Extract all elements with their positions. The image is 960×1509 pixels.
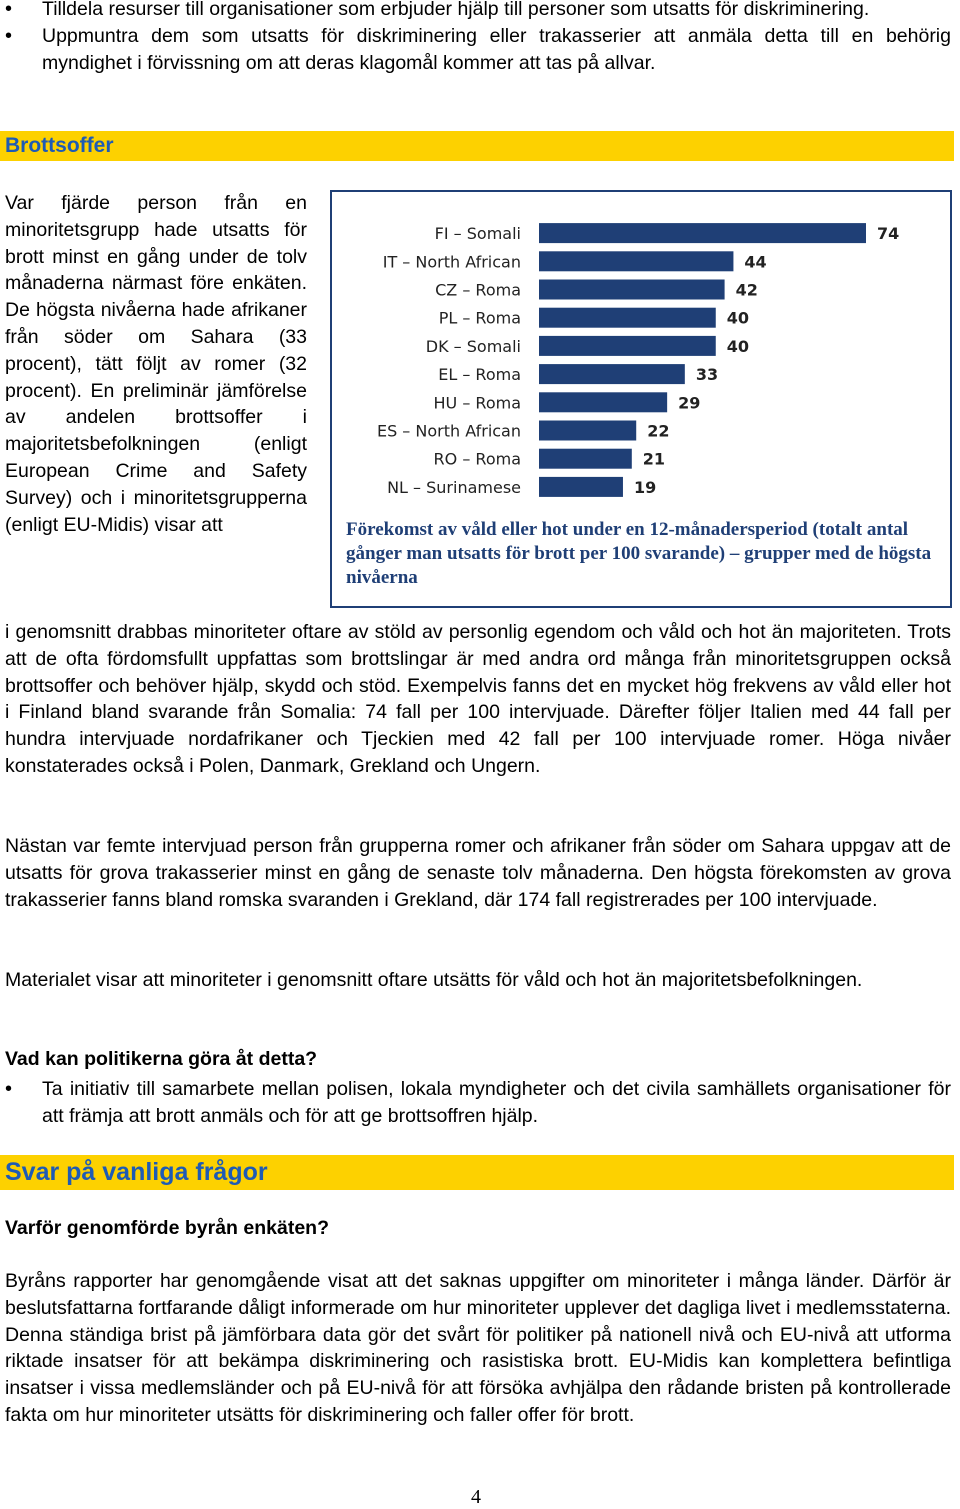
list-item: Uppmuntra dem som utsatts för diskrimine… — [5, 23, 951, 77]
section-title: Brottsoffer — [5, 134, 114, 157]
section-title: Svar på vanliga frågor — [5, 1158, 268, 1186]
bar — [539, 420, 637, 441]
category-label: EL – Roma — [438, 365, 521, 384]
value-label: 22 — [647, 422, 669, 441]
chart-box: FI – Somali 74 IT – North African 44 CZ – Ro… — [330, 190, 952, 608]
top-bullet-list: Tilldela resurser till organisationer so… — [5, 0, 951, 76]
page-number: 4 — [471, 1486, 481, 1508]
category-label: PL – Roma — [439, 309, 521, 328]
value-label: 33 — [696, 365, 718, 384]
chart-caption: Förekomst av våld eller hot under en 12-… — [346, 519, 932, 588]
bar — [539, 279, 725, 300]
faq-text: Byråns rapporter har genomgående visat a… — [5, 1270, 951, 1426]
section-banner-faq: Svar på vanliga frågor — [0, 1155, 954, 1190]
category-label: RO – Roma — [434, 450, 521, 469]
bar — [539, 251, 734, 272]
bar — [539, 364, 685, 385]
bar-chart: FI – Somali 74 IT – North African 44 CZ – Ro… — [377, 223, 899, 497]
value-label: 44 — [744, 252, 766, 271]
paragraph: Nästan var femte intervjuad person från … — [5, 835, 951, 911]
bar — [539, 307, 716, 328]
category-label: HU – Roma — [434, 393, 522, 412]
value-label: 40 — [727, 309, 749, 328]
bar — [539, 448, 632, 469]
faq-heading: Varför genomförde byrån enkäten? — [5, 1217, 329, 1239]
category-label: NL – Surinamese — [387, 478, 521, 497]
value-label: 74 — [877, 224, 899, 243]
value-label: 40 — [727, 337, 749, 356]
category-label: CZ – Roma — [435, 281, 521, 300]
paragraph: Materialet visar att minoriteter i genom… — [5, 969, 863, 991]
value-label: 42 — [736, 281, 758, 300]
category-label: FI – Somali — [435, 224, 521, 243]
category-label: IT – North African — [383, 252, 521, 271]
bar — [539, 335, 716, 356]
paragraph-continued: i genomsnitt drabbas minoriteter oftare … — [5, 621, 951, 777]
value-label: 21 — [643, 450, 665, 469]
category-label: ES – North African — [377, 422, 521, 441]
list-item: Tilldela resurser till organisationer so… — [5, 0, 951, 23]
policy-bullet-list: Ta initiativ till samarbete mellan polis… — [5, 1076, 951, 1130]
bar — [539, 392, 668, 413]
bar — [539, 476, 623, 497]
left-column-text: Var fjärde person från en minoritetsgrup… — [5, 192, 307, 536]
value-label: 29 — [678, 393, 700, 412]
bar — [539, 223, 866, 244]
policy-heading: Vad kan politikerna göra åt detta? — [5, 1048, 318, 1070]
value-label: 19 — [634, 478, 656, 497]
list-item: Ta initiativ till samarbete mellan polis… — [5, 1076, 951, 1130]
section-banner-brottsoffer: Brottsoffer — [0, 131, 954, 161]
category-label: DK – Somali — [426, 337, 521, 356]
